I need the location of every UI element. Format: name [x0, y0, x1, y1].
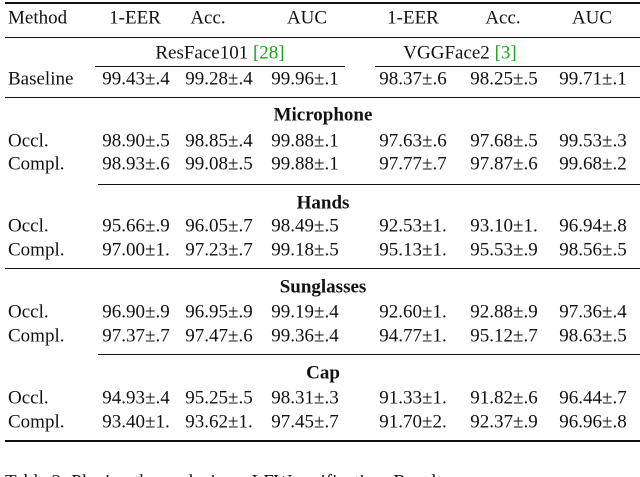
cell: 96.94±.8 — [559, 215, 627, 237]
row-label: Compl. — [8, 239, 65, 261]
row-label: Compl. — [8, 153, 65, 175]
cell: 97.77±.7 — [379, 153, 447, 175]
caption: Table 2: Playing the analysis on LFW ver… — [5, 473, 449, 477]
header-cell: AUC — [286, 7, 328, 29]
cell: 95.12±.7 — [470, 325, 538, 347]
header-cell: 1-EER — [109, 7, 161, 29]
cell: 98.49±.5 — [271, 215, 339, 237]
dataset-title: VGGFace2 — [403, 42, 490, 64]
dataset-rule — [95, 66, 345, 67]
row-label: Occl. — [8, 215, 49, 237]
section-title: Hands — [296, 192, 350, 214]
section-rule — [98, 354, 640, 355]
header-cell: Method — [8, 7, 68, 29]
cell: 95.53±.9 — [470, 239, 538, 261]
cell: 99.88±.1 — [271, 153, 339, 175]
cell: 91.33±1. — [379, 387, 447, 409]
dataset-rule — [375, 66, 640, 67]
dataset-name: VGGFace2 [3] — [403, 44, 516, 63]
cell: 99.88±.1 — [271, 130, 339, 152]
cell: 97.47±.6 — [185, 325, 253, 347]
cell: 92.88±.9 — [470, 301, 538, 323]
section-title: Cap — [306, 362, 340, 384]
citation[interactable]: [3] — [494, 42, 517, 64]
cell: 99.68±.2 — [559, 153, 627, 175]
dataset-name: ResFace101 [28] — [155, 44, 284, 63]
cell: 99.28±.4 — [185, 68, 253, 90]
top-rule — [5, 2, 640, 4]
section-rule — [98, 184, 640, 185]
cell: 94.93±.4 — [102, 387, 170, 409]
cell: 95.13±1. — [379, 239, 447, 261]
cell: 99.19±.4 — [271, 301, 339, 323]
cell: 98.37±.6 — [379, 68, 447, 90]
cell: 97.23±.7 — [185, 239, 253, 261]
row-label: Compl. — [8, 325, 65, 347]
citation[interactable]: [28] — [252, 42, 285, 64]
cell: 92.60±1. — [379, 301, 447, 323]
cell: 97.63±.6 — [379, 130, 447, 152]
cell: 96.44±.7 — [559, 387, 627, 409]
cell: 93.62±1. — [185, 411, 253, 433]
cell: 99.71±.1 — [559, 68, 627, 90]
cell: 94.77±1. — [379, 325, 447, 347]
cell: 91.82±.6 — [470, 387, 538, 409]
cell: 99.43±.4 — [102, 68, 170, 90]
cell: 98.63±.5 — [559, 325, 627, 347]
cell: 97.45±.7 — [271, 411, 339, 433]
cell: 95.66±.9 — [102, 215, 170, 237]
cell: 98.56±.5 — [559, 239, 627, 261]
cell: 99.08±.5 — [185, 153, 253, 175]
cell: 99.96±.1 — [271, 68, 339, 90]
cell: 99.36±.4 — [271, 325, 339, 347]
cell: 95.25±.5 — [185, 387, 253, 409]
cell: 96.95±.9 — [185, 301, 253, 323]
header-rule — [5, 37, 640, 38]
cell: 92.53±1. — [379, 215, 447, 237]
cell: 99.53±.3 — [559, 130, 627, 152]
cell: 92.37±.9 — [470, 411, 538, 433]
section-rule — [5, 97, 640, 98]
cell: 96.90±.9 — [102, 301, 170, 323]
section-rule — [5, 268, 640, 269]
row-label: Baseline — [8, 68, 74, 90]
cell: 93.40±1. — [102, 411, 170, 433]
cell: 97.37±.7 — [102, 325, 170, 347]
cell: 97.87±.6 — [470, 153, 538, 175]
cell: 93.10±1. — [470, 215, 538, 237]
cell: 96.05±.7 — [185, 215, 253, 237]
cell: 98.85±.4 — [185, 130, 253, 152]
section-title: Sunglasses — [279, 276, 367, 298]
cell: 91.70±2. — [379, 411, 447, 433]
bottom-rule — [5, 440, 640, 442]
cell: 98.25±.5 — [470, 68, 538, 90]
cell: 97.68±.5 — [470, 130, 538, 152]
cell: 98.31±.3 — [271, 387, 339, 409]
section-title: Microphone — [273, 104, 373, 126]
row-label: Occl. — [8, 387, 49, 409]
row-label: Occl. — [8, 301, 49, 323]
row-label: Occl. — [8, 130, 49, 152]
cell: 98.93±.6 — [102, 153, 170, 175]
cell: 98.90±.5 — [102, 130, 170, 152]
row-label: Compl. — [8, 411, 65, 433]
header-cell: Acc. — [485, 7, 521, 29]
cell: 96.96±.8 — [559, 411, 627, 433]
dataset-title: ResFace101 — [155, 42, 249, 64]
cell: 97.00±1. — [102, 239, 170, 261]
header-cell: AUC — [571, 7, 613, 29]
header-cell: Acc. — [190, 7, 226, 29]
header-cell: 1-EER — [387, 7, 439, 29]
cell: 99.18±.5 — [271, 239, 339, 261]
cell: 97.36±.4 — [559, 301, 627, 323]
